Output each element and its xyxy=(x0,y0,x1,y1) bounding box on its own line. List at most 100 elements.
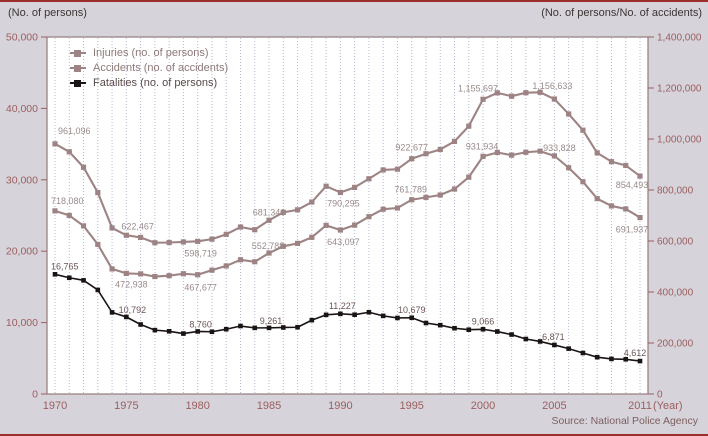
fatalities-line-marker-icon xyxy=(70,79,86,87)
data-point-accidents xyxy=(494,149,500,156)
injuries-line-marker-icon xyxy=(70,49,86,57)
data-point-accidents xyxy=(380,206,386,212)
left-axis-tick-label: 40,000 xyxy=(6,103,38,115)
data-point-fatalities xyxy=(437,322,443,328)
data-point-fatalities xyxy=(181,331,186,336)
point-label-fatalities: 10,679 xyxy=(398,305,426,315)
point-label-fatalities: 16,765 xyxy=(51,261,79,271)
right-axis-title: (No. of persons/No. of accidents) xyxy=(541,7,702,19)
data-point-accidents xyxy=(152,273,158,280)
chart-legend: Injuries (no. of persons) Accidents (no.… xyxy=(70,47,228,92)
data-point-accidents xyxy=(366,214,372,220)
data-point-accidents xyxy=(551,153,557,159)
data-point-accidents xyxy=(309,234,315,240)
data-point-accidents xyxy=(594,196,600,202)
data-point-fatalities xyxy=(537,339,543,344)
data-point-accidents xyxy=(138,271,144,277)
data-point-injuries xyxy=(266,217,272,223)
data-point-injuries xyxy=(466,123,472,129)
data-point-accidents xyxy=(537,148,543,154)
legend-label-fatalities: Fatalities (no. of persons) xyxy=(93,77,218,89)
data-point-fatalities xyxy=(66,275,72,281)
data-point-fatalities xyxy=(523,336,529,342)
point-label-fatalities: 9,261 xyxy=(260,316,283,326)
left-axis-tick-label: 30,000 xyxy=(6,174,38,186)
data-point-fatalities xyxy=(209,329,215,335)
year-tick-label: 1975 xyxy=(114,400,138,412)
left-axis-title: (No. of persons) xyxy=(8,7,87,19)
data-point-accidents xyxy=(608,203,615,209)
data-point-injuries xyxy=(280,209,286,215)
data-point-fatalities xyxy=(609,356,614,362)
data-point-fatalities xyxy=(637,358,643,364)
data-point-injuries xyxy=(380,167,386,173)
data-point-accidents xyxy=(337,227,343,233)
year-tick-label: 1985 xyxy=(257,400,281,412)
data-point-fatalities xyxy=(495,329,500,334)
data-point-injuries xyxy=(80,164,87,170)
data-point-injuries xyxy=(209,236,215,242)
left-axis-tick-label: 50,000 xyxy=(6,32,38,44)
data-point-fatalities xyxy=(266,325,272,331)
data-point-accidents xyxy=(266,250,272,256)
series-line-fatalities xyxy=(54,273,641,362)
data-point-fatalities xyxy=(423,320,429,326)
data-point-injuries xyxy=(409,156,415,162)
point-label-fatalities: 4,612 xyxy=(624,348,647,358)
data-point-accidents xyxy=(95,241,101,247)
point-label-fatalities: 11,227 xyxy=(329,301,356,311)
point-label-accidents: 552,788 xyxy=(252,241,285,251)
data-point-injuries xyxy=(580,127,586,133)
data-point-fatalities xyxy=(552,342,557,348)
data-point-injuries xyxy=(180,239,187,245)
data-point-accidents xyxy=(123,270,129,277)
data-point-fatalities xyxy=(280,325,286,330)
year-tick-label: 1995 xyxy=(399,400,423,412)
data-point-fatalities xyxy=(223,326,229,332)
data-point-fatalities xyxy=(395,315,400,321)
data-point-accidents xyxy=(466,174,472,180)
right-axis-tick-label: 600,000 xyxy=(657,237,694,248)
data-point-accidents xyxy=(223,263,229,269)
data-point-fatalities xyxy=(166,328,172,334)
data-point-injuries xyxy=(366,176,372,182)
data-point-fatalities xyxy=(366,309,372,315)
data-point-injuries xyxy=(138,234,144,241)
point-label-injuries: 854,493 xyxy=(616,180,649,190)
data-point-fatalities xyxy=(480,326,486,332)
data-point-fatalities xyxy=(338,311,343,317)
data-point-injuries xyxy=(352,184,358,190)
data-point-fatalities xyxy=(380,313,386,319)
data-point-accidents xyxy=(252,259,258,265)
data-point-injuries xyxy=(66,149,72,155)
data-point-fatalities xyxy=(352,312,357,318)
data-point-accidents xyxy=(623,206,629,212)
data-point-fatalities xyxy=(252,325,258,331)
data-point-injuries xyxy=(123,232,129,238)
point-label-fatalities: 8,760 xyxy=(189,319,212,329)
data-point-injuries xyxy=(323,183,329,189)
data-point-injuries xyxy=(294,207,301,213)
year-axis-suffix: (Year) xyxy=(653,400,683,412)
year-tick-label: 2005 xyxy=(542,400,566,412)
point-label-injuries: 681,346 xyxy=(253,207,286,217)
data-point-accidents xyxy=(166,273,172,279)
legend-label-accidents: Accidents (no. of accidents) xyxy=(93,62,229,74)
data-point-injuries xyxy=(480,96,486,102)
data-point-injuries xyxy=(394,166,401,172)
data-point-accidents xyxy=(508,152,515,158)
point-label-injuries: 1,156,633 xyxy=(532,81,572,91)
data-point-injuries xyxy=(109,225,115,231)
right-axis-tick-label: 1,400,000 xyxy=(657,33,702,44)
data-point-accidents xyxy=(52,208,58,214)
point-label-accidents: 467,677 xyxy=(184,283,217,293)
data-point-fatalities xyxy=(152,327,158,333)
data-point-injuries xyxy=(337,189,343,196)
data-point-accidents xyxy=(294,240,301,246)
right-axis-tick-label: 1,000,000 xyxy=(657,135,702,146)
data-point-injuries xyxy=(508,93,515,99)
point-label-accidents: 931,934 xyxy=(466,141,499,151)
data-point-fatalities xyxy=(295,324,300,330)
